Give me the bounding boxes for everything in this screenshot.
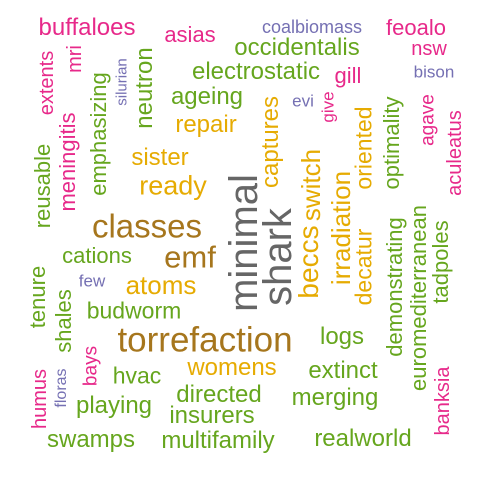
word-bison: bison (413, 62, 455, 82)
word-ready: ready (139, 170, 207, 201)
word-electrostatic: electrostatic (191, 58, 321, 85)
word-gill: gill (334, 63, 362, 88)
word-beccs: beccs (293, 225, 324, 299)
word-sister: sister (131, 144, 189, 171)
word-decatur: decatur (350, 228, 377, 306)
word-tadpoles: tadpoles (428, 220, 453, 304)
word-logs: logs (319, 323, 365, 350)
word-few: few (78, 271, 106, 291)
word-buffaloes: buffaloes (38, 14, 136, 41)
word-cations: cations (62, 243, 132, 268)
word-ageing: ageing (170, 83, 244, 110)
word-feoalo: feoalo (386, 15, 446, 40)
word-neutron: neutron (131, 47, 158, 129)
word-humus: humus (29, 368, 51, 430)
word-give: give (318, 91, 338, 123)
word-floras: floras (53, 368, 70, 408)
word-coalbiomass: coalbiomass (261, 17, 363, 37)
word-emf: emf (164, 239, 216, 275)
word-evi: evi (292, 91, 314, 111)
word-hvac: hvac (112, 362, 162, 389)
word-classes: classes (91, 207, 203, 245)
word-shales: shales (51, 289, 76, 353)
word-repair: repair (175, 111, 237, 138)
word-silurian: silurian (113, 58, 131, 106)
word-optimality: optimality (379, 96, 404, 190)
word-demonstrating: demonstrating (382, 217, 407, 357)
word-emphasizing: emphasizing (86, 72, 111, 196)
word-merging: merging (291, 384, 379, 411)
word-switch: switch (296, 148, 326, 222)
word-shark: shark (256, 208, 300, 306)
word-directed: directed (176, 381, 262, 408)
word-extents: extents (36, 50, 58, 116)
word-nsw: nsw (411, 38, 447, 60)
word-reusable: reusable (30, 143, 55, 229)
word-insurers: insurers (169, 402, 255, 429)
word-euromediterranean: euromediterranean (406, 205, 431, 391)
word-bays: bays (80, 345, 102, 387)
word-multifamily: multifamily (161, 427, 275, 454)
word-tenure: tenure (25, 265, 50, 329)
word-extinct: extinct (308, 357, 378, 384)
word-oriented: oriented (350, 106, 377, 190)
word-womens: womens (187, 354, 277, 381)
word-banksia: banksia (432, 366, 454, 436)
word-captures: captures (257, 95, 284, 189)
word-torrefaction: torrefaction (117, 320, 293, 360)
word-realworld: realworld (314, 425, 412, 452)
word-aculeatus: aculeatus (444, 110, 466, 196)
word-occidentalis: occidentalis (234, 34, 360, 61)
word-agave: agave (417, 94, 439, 146)
word-meningitis: meningitis (55, 112, 80, 212)
word-budworm: budworm (86, 297, 182, 324)
word-playing: playing (75, 392, 153, 419)
word-atoms: atoms (125, 270, 197, 300)
word-mri: mri (64, 45, 86, 73)
word-swamps: swamps (46, 426, 136, 453)
word-asias: asias (164, 22, 216, 47)
